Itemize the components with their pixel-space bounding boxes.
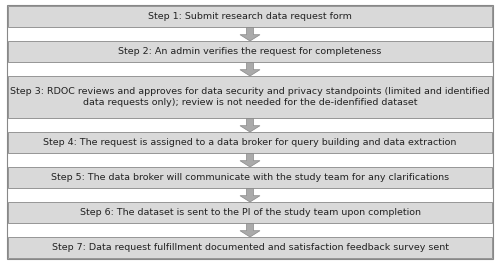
Text: Step 3: RDOC reviews and approves for data security and privacy standpoints (lim: Step 3: RDOC reviews and approves for da…: [10, 87, 490, 107]
Bar: [8, 41, 492, 62]
Polygon shape: [240, 223, 260, 237]
Text: Step 7: Data request fulfillment documented and satisfaction feedback survey sen: Step 7: Data request fulfillment documen…: [52, 243, 448, 252]
Text: Step 6: The dataset is sent to the PI of the study team upon completion: Step 6: The dataset is sent to the PI of…: [80, 208, 420, 217]
Text: Step 4: The request is assigned to a data broker for query building and data ext: Step 4: The request is assigned to a dat…: [44, 138, 457, 147]
Polygon shape: [240, 188, 260, 202]
Bar: [8, 132, 492, 153]
Polygon shape: [240, 27, 260, 41]
Polygon shape: [240, 62, 260, 76]
Polygon shape: [240, 118, 260, 132]
Text: Step 2: An admin verifies the request for completeness: Step 2: An admin verifies the request fo…: [118, 47, 382, 56]
Text: Step 1: Submit research data request form: Step 1: Submit research data request for…: [148, 12, 352, 21]
Bar: [8, 76, 492, 118]
Bar: [8, 202, 492, 223]
Bar: [8, 6, 492, 27]
Text: Step 5: The data broker will communicate with the study team for any clarificati: Step 5: The data broker will communicate…: [51, 173, 449, 182]
Polygon shape: [240, 153, 260, 167]
Bar: [8, 167, 492, 188]
Bar: [8, 237, 492, 258]
